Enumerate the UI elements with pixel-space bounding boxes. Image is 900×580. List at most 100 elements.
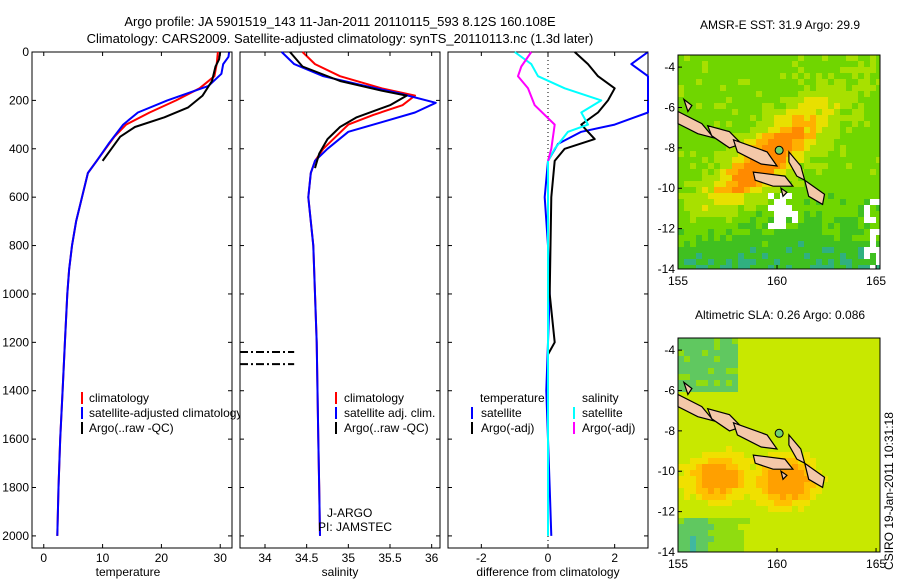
heatmap-cell	[750, 524, 756, 530]
heatmap-cell	[876, 524, 880, 530]
heatmap-cell	[858, 97, 864, 103]
heatmap-cell	[780, 494, 786, 500]
heatmap-cell	[786, 217, 792, 223]
heatmap-cell	[840, 506, 846, 512]
heatmap-cell	[756, 97, 762, 103]
heatmap-cell	[702, 500, 708, 506]
heatmap-cell	[780, 404, 786, 410]
heatmap-cell	[696, 55, 702, 61]
heatmap-cell	[846, 434, 852, 440]
heatmap-cell	[774, 344, 780, 350]
heatmap-cell	[696, 434, 702, 440]
heatmap-cell	[810, 145, 816, 151]
heatmap-cell	[708, 115, 714, 121]
heatmap-cell	[768, 109, 774, 115]
heatmap-cell	[804, 536, 810, 542]
heatmap-cell	[768, 253, 774, 259]
heatmap-cell	[744, 187, 750, 193]
heatmap-cell	[870, 446, 876, 452]
heatmap-cell	[864, 404, 870, 410]
heatmap-cell	[720, 199, 726, 205]
heatmap-cell	[756, 55, 762, 61]
heatmap-cell	[876, 73, 880, 79]
heatmap-cell	[834, 91, 840, 97]
heatmap-cell	[708, 55, 714, 61]
heatmap-cell	[768, 79, 774, 85]
heatmap-cell	[726, 392, 732, 398]
heatmap-cell	[750, 344, 756, 350]
heatmap-cell	[714, 163, 720, 169]
heatmap-cell	[798, 434, 804, 440]
heatmap-cell	[696, 265, 702, 269]
heatmap-cell	[828, 362, 834, 368]
heatmap-cell	[852, 338, 858, 344]
heatmap-cell	[804, 133, 810, 139]
heatmap-cell	[834, 524, 840, 530]
heatmap-cell	[708, 356, 714, 362]
heatmap-cell	[714, 350, 720, 356]
heatmap-cell	[804, 518, 810, 524]
heatmap-cell	[780, 488, 786, 494]
heatmap-cell	[798, 518, 804, 524]
heatmap-cell	[744, 229, 750, 235]
heatmap-cell	[798, 127, 804, 133]
heatmap-cell	[726, 374, 732, 380]
heatmap-cell	[684, 344, 690, 350]
heatmap-cell	[870, 500, 876, 506]
heatmap-cell	[732, 494, 738, 500]
heatmap-cell	[828, 422, 834, 428]
heatmap-cell	[738, 386, 744, 392]
heatmap-cell	[774, 79, 780, 85]
heatmap-cell	[696, 518, 702, 524]
heatmap-cell	[852, 482, 858, 488]
heatmap-cell	[810, 530, 816, 536]
heatmap-cell	[834, 235, 840, 241]
heatmap-cell	[822, 452, 828, 458]
heatmap-cell	[714, 512, 720, 518]
heatmap-cell	[876, 446, 880, 452]
heatmap-cell	[744, 175, 750, 181]
heatmap-cell	[720, 488, 726, 494]
heatmap-cell	[852, 524, 858, 530]
heatmap-cell	[684, 428, 690, 434]
heatmap-cell	[768, 434, 774, 440]
heatmap-cell	[708, 362, 714, 368]
heatmap-cell	[852, 428, 858, 434]
heatmap-cell	[684, 356, 690, 362]
heatmap-cell	[726, 169, 732, 175]
heatmap-cell	[678, 512, 684, 518]
heatmap-cell	[762, 422, 768, 428]
heatmap-cell	[870, 416, 876, 422]
heatmap-cell	[780, 440, 786, 446]
heatmap-cell	[792, 127, 798, 133]
heatmap-cell	[840, 398, 846, 404]
heatmap-cell	[816, 416, 822, 422]
heatmap-cell	[864, 350, 870, 356]
heatmap-cell	[846, 241, 852, 247]
heatmap-cell	[792, 338, 798, 344]
heatmap-cell	[762, 380, 768, 386]
heatmap-cell	[852, 235, 858, 241]
heatmap-cell	[792, 133, 798, 139]
heatmap-cell	[708, 145, 714, 151]
heatmap-cell	[708, 428, 714, 434]
heatmap-cell	[708, 482, 714, 488]
heatmap-cell	[846, 199, 852, 205]
heatmap-cell	[792, 85, 798, 91]
heatmap-cell	[828, 458, 834, 464]
heatmap-cell	[690, 115, 696, 121]
heatmap-cell	[816, 392, 822, 398]
heatmap-cell	[810, 338, 816, 344]
heatmap-cell	[780, 392, 786, 398]
heatmap-cell	[684, 440, 690, 446]
heatmap-cell	[822, 434, 828, 440]
heatmap-cell	[720, 344, 726, 350]
heatmap-cell	[702, 187, 708, 193]
heatmap-cell	[714, 85, 720, 91]
heatmap-cell	[780, 97, 786, 103]
heatmap-cell	[732, 229, 738, 235]
heatmap-cell	[870, 133, 876, 139]
heatmap-cell	[810, 181, 816, 187]
heatmap-cell	[816, 253, 822, 259]
heatmap-cell	[876, 404, 880, 410]
